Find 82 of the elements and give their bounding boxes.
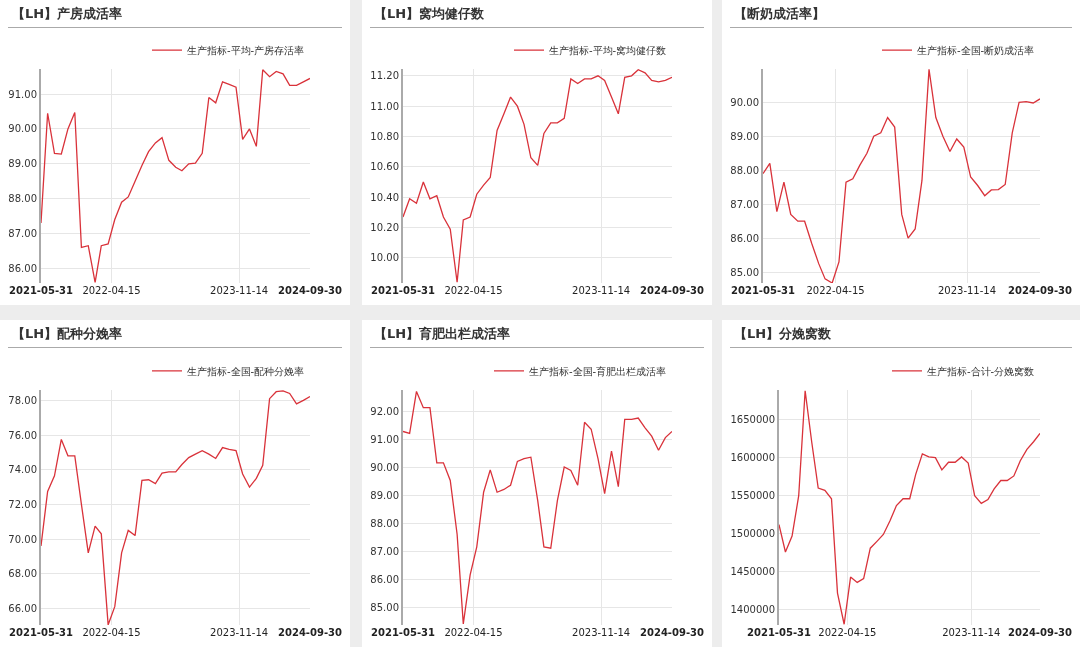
- y-tick-label: 89.00: [370, 489, 399, 501]
- y-tick-label: 66.00: [8, 602, 37, 614]
- x-tick-label: 2021-05-31: [371, 627, 436, 638]
- legend-label: 生产指标-合计-分娩窝数: [927, 365, 1035, 377]
- x-tick-label: 2022-04-15: [818, 627, 877, 638]
- y-tick-label: 85.00: [370, 601, 399, 613]
- y-tick-label: 91.00: [370, 433, 399, 445]
- x-tick-label: 2023-11-14: [210, 285, 269, 296]
- x-tick-label: 2021-05-31: [747, 627, 812, 638]
- y-tick-label: 10.40: [370, 191, 399, 203]
- y-tick-label: 90.00: [370, 461, 399, 473]
- y-tick-label: 92.00: [370, 405, 399, 417]
- x-tick-label: 2022-04-15: [806, 285, 865, 296]
- x-tick-label: 2024-09-30: [278, 285, 343, 296]
- line-series: [779, 390, 1040, 625]
- y-tick-label: 85.00: [730, 266, 759, 278]
- x-tick-label: 2024-09-30: [640, 285, 705, 296]
- y-tick-label: 76.00: [8, 429, 37, 441]
- y-tick-label: 89.00: [8, 158, 37, 170]
- legend-label: 生产指标-全国-育肥出栏成活率: [529, 365, 667, 377]
- y-tick-label: 1500000: [730, 528, 775, 540]
- line-series: [403, 69, 672, 283]
- y-tick-label: 74.00: [8, 464, 37, 476]
- y-tick-label: 90.00: [8, 123, 37, 135]
- x-tick-label: 2022-04-15: [444, 627, 503, 638]
- y-tick-label: 70.00: [8, 533, 37, 545]
- y-tick-label: 68.00: [8, 568, 37, 580]
- legend-label: 生产指标-平均-产房存活率: [187, 45, 305, 57]
- line-series: [41, 69, 310, 283]
- y-tick-label: 86.00: [370, 573, 399, 585]
- x-tick-label: 2021-05-31: [731, 285, 796, 296]
- x-tick-label: 2024-09-30: [640, 627, 705, 638]
- chart-title: 【LH】分娩窝数: [730, 320, 1072, 348]
- y-tick-label: 1450000: [730, 566, 775, 578]
- y-tick-label: 1600000: [730, 452, 775, 464]
- chart-title: 【LH】育肥出栏成活率: [370, 320, 704, 348]
- y-tick-label: 10.80: [370, 131, 399, 143]
- y-tick-label: 89.00: [730, 130, 759, 142]
- legend-label: 生产指标-平均-窝均健仔数: [549, 45, 667, 57]
- y-tick-label: 10.20: [370, 222, 399, 234]
- line-series: [41, 390, 310, 625]
- x-tick-label: 2022-04-15: [82, 285, 141, 296]
- legend-label: 生产指标-全国-断奶成活率: [917, 45, 1035, 57]
- y-tick-label: 88.00: [730, 164, 759, 176]
- y-tick-label: 86.00: [730, 232, 759, 244]
- y-tick-label: 78.00: [8, 394, 37, 406]
- x-tick-label: 2024-09-30: [1008, 285, 1073, 296]
- y-tick-label: 72.00: [8, 498, 37, 510]
- line-series: [403, 390, 672, 625]
- y-tick-label: 88.00: [370, 517, 399, 529]
- legend-label: 生产指标-全国-配种分娩率: [187, 365, 305, 377]
- y-tick-label: 11.20: [370, 70, 399, 82]
- x-tick-label: 2023-11-14: [572, 627, 631, 638]
- x-tick-label: 2023-11-14: [210, 627, 269, 638]
- chart-title: 【LH】窝均健仔数: [370, 0, 704, 28]
- line-series: [763, 69, 1040, 283]
- chart-title: 【LH】产房成活率: [8, 0, 342, 28]
- x-tick-label: 2021-05-31: [9, 627, 74, 638]
- x-tick-label: 2024-09-30: [278, 627, 343, 638]
- x-tick-label: 2022-04-15: [82, 627, 141, 638]
- y-tick-label: 87.00: [370, 545, 399, 557]
- y-tick-label: 87.00: [8, 228, 37, 240]
- x-tick-label: 2023-11-14: [942, 627, 1001, 638]
- x-tick-label: 2024-09-30: [1008, 627, 1073, 638]
- y-tick-label: 87.00: [730, 198, 759, 210]
- y-tick-label: 10.60: [370, 161, 399, 173]
- x-tick-label: 2021-05-31: [371, 285, 436, 296]
- x-tick-label: 2021-05-31: [9, 285, 74, 296]
- y-tick-label: 86.00: [8, 262, 37, 274]
- chart-title: 【LH】配种分娩率: [8, 320, 342, 348]
- y-tick-label: 1650000: [730, 414, 775, 426]
- y-tick-label: 10.00: [370, 252, 399, 264]
- x-tick-label: 2023-11-14: [572, 285, 631, 296]
- y-tick-label: 91.00: [8, 88, 37, 100]
- x-tick-label: 2022-04-15: [444, 285, 503, 296]
- y-tick-label: 88.00: [8, 193, 37, 205]
- y-tick-label: 90.00: [730, 96, 759, 108]
- chart-title: 【断奶成活率】: [730, 0, 1072, 28]
- y-tick-label: 11.00: [370, 100, 399, 112]
- y-tick-label: 1400000: [730, 604, 775, 616]
- y-tick-label: 1550000: [730, 490, 775, 502]
- x-tick-label: 2023-11-14: [937, 285, 997, 296]
